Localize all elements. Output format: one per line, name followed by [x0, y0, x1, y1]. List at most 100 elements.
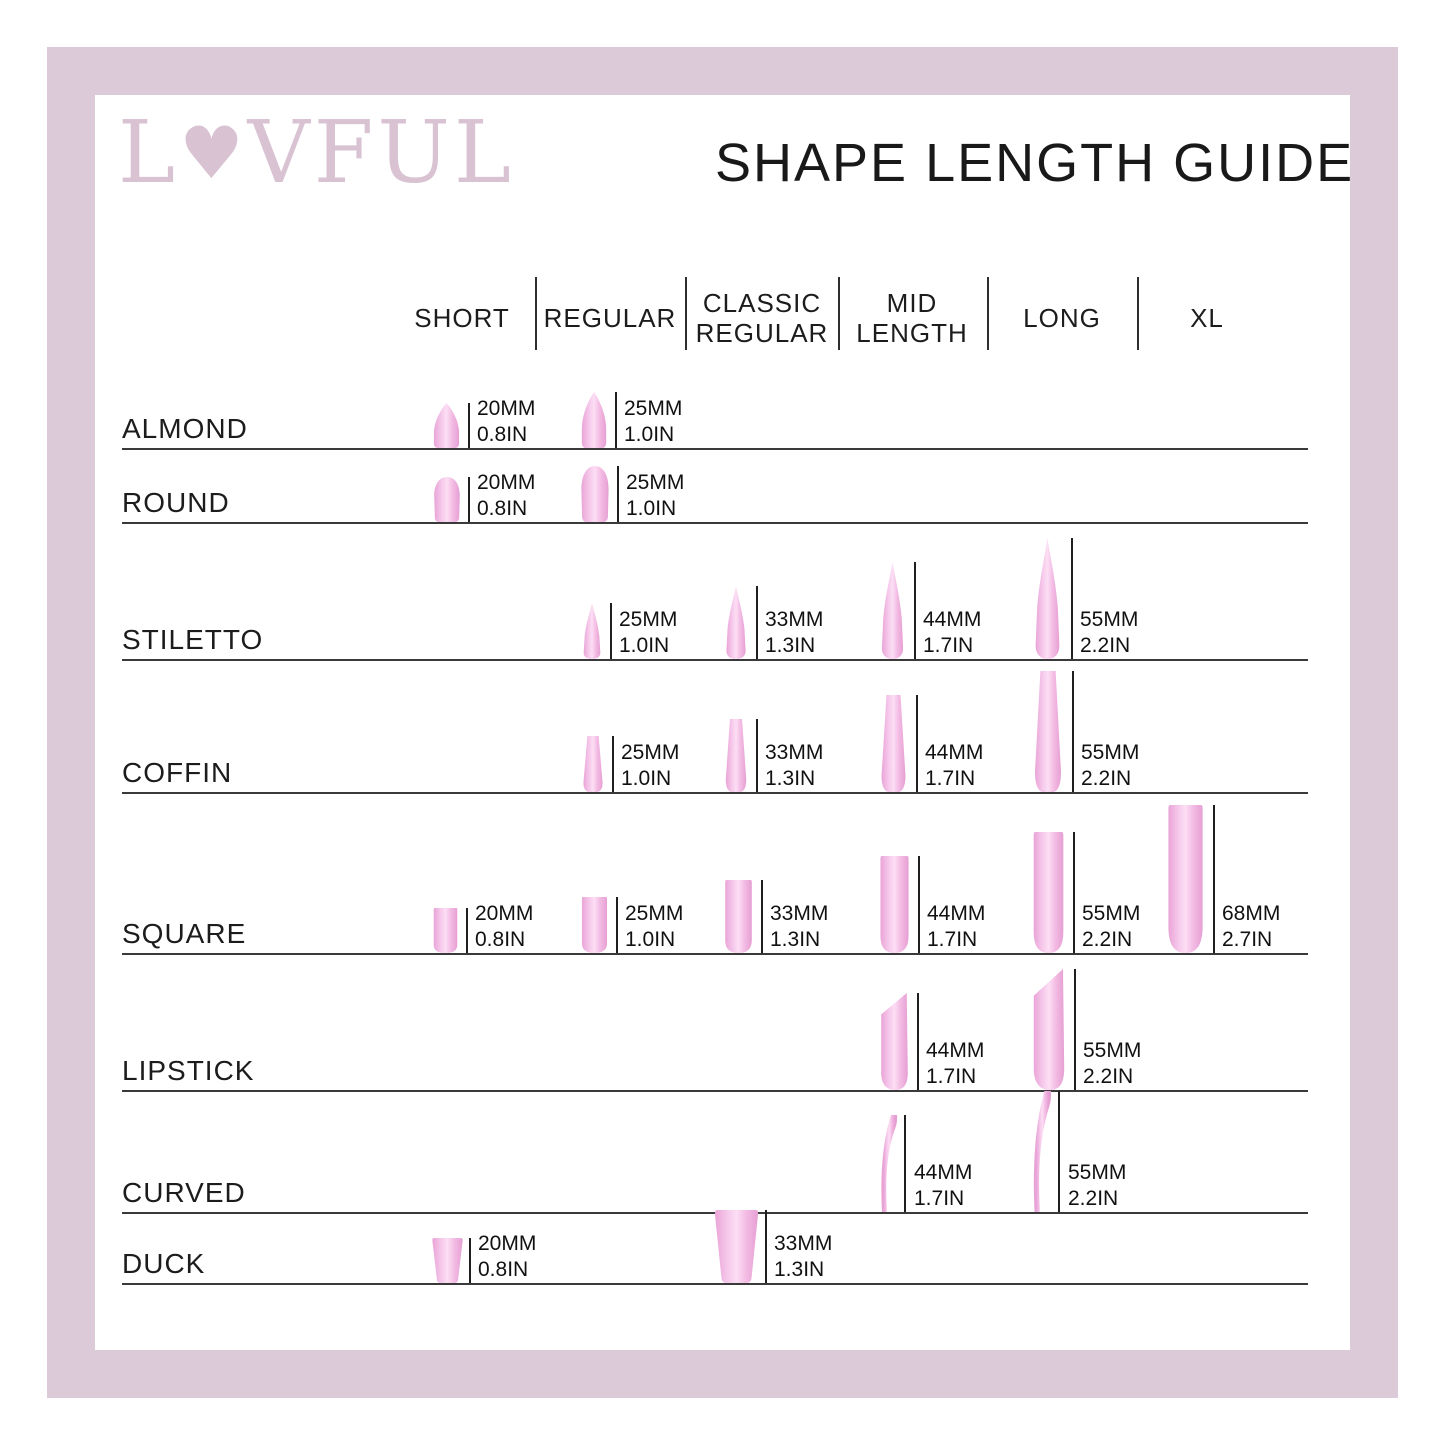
column-header-short: SHORT	[414, 303, 510, 333]
heart-icon: ♥	[179, 111, 248, 195]
row-underline	[122, 1283, 1308, 1285]
measure-line	[1072, 671, 1074, 792]
coffin-nail	[1029, 671, 1067, 792]
measurement: 33MM 1.3IN	[774, 1232, 833, 1281]
round-nail	[431, 477, 463, 522]
measurement: 55MM 2.2IN	[1080, 608, 1139, 657]
cell-square-regular: 25MM 1.0IN	[578, 897, 758, 953]
cell-coffin-regular: 25MM 1.0IN	[579, 736, 759, 792]
measure-line	[612, 736, 614, 792]
measurement: 25MM 1.0IN	[625, 902, 684, 951]
cell-stiletto-classic-regular: 33MM 1.3IN	[721, 586, 901, 659]
row-underline	[122, 953, 1308, 955]
row-underline	[122, 792, 1308, 794]
cell-duck-classic-regular: 33MM 1.3IN	[713, 1210, 893, 1283]
measurement: 33MM 1.3IN	[770, 902, 829, 951]
round-nail	[578, 466, 612, 522]
page-title: SHAPE LENGTH GUIDE	[715, 133, 1355, 193]
cell-stiletto-regular: 25MM 1.0IN	[579, 603, 759, 659]
column-header-xl: XL	[1190, 303, 1224, 333]
row-label-curved: CURVED	[122, 1177, 246, 1208]
measurement: 33MM 1.3IN	[765, 608, 824, 657]
column-header-mid-length: MID LENGTH	[856, 288, 968, 348]
row-label-round: ROUND	[122, 487, 230, 518]
measurement: 33MM 1.3IN	[765, 741, 824, 790]
measurement: 25MM 1.0IN	[619, 608, 678, 657]
almond-nail	[430, 403, 463, 448]
measure-line	[765, 1210, 767, 1283]
measure-line	[1071, 538, 1073, 659]
row-label-duck: DUCK	[122, 1248, 206, 1279]
cell-curved-long: 55MM 2.2IN	[1028, 1091, 1208, 1212]
curved-nail	[876, 1115, 898, 1212]
stiletto-nail	[1029, 538, 1066, 659]
measure-line	[1213, 805, 1215, 953]
measure-line	[616, 897, 618, 953]
measure-line	[917, 993, 919, 1090]
measurement: 68MM 2.7IN	[1222, 902, 1281, 951]
content-panel	[95, 95, 1350, 1350]
curved-nail	[1028, 1091, 1052, 1212]
row-label-stiletto: STILETTO	[122, 624, 264, 655]
measure-line	[756, 586, 758, 659]
column-header-long: LONG	[1023, 303, 1101, 333]
cell-duck-short: 20MM 0.8IN	[431, 1232, 611, 1283]
measure-line	[761, 880, 763, 953]
column-header-classic-regular: CLASSIC REGULAR	[695, 288, 829, 348]
square-nail	[578, 897, 611, 953]
row-underline	[122, 659, 1308, 661]
cell-coffin-long: 55MM 2.2IN	[1029, 671, 1209, 792]
measure-line	[916, 695, 918, 792]
measure-line	[468, 477, 470, 522]
measurement: 44MM 1.7IN	[926, 1039, 985, 1088]
measurement: 20MM 0.8IN	[475, 902, 534, 951]
measurement: 44MM 1.7IN	[927, 902, 986, 951]
cell-curved-mid-length: 44MM 1.7IN	[876, 1115, 1056, 1212]
coffin-nail	[876, 695, 911, 792]
coffin-nail	[579, 736, 607, 792]
row-underline	[122, 448, 1308, 450]
square-nail	[1029, 832, 1068, 953]
measurement: 44MM 1.7IN	[925, 741, 984, 790]
header-divider	[838, 277, 840, 350]
measurement: 25MM 1.0IN	[621, 741, 680, 790]
measure-line	[617, 466, 619, 522]
measurement: 55MM 2.2IN	[1081, 741, 1140, 790]
logo-letter-l: L	[118, 103, 180, 203]
measure-line	[469, 1238, 471, 1283]
header-divider	[987, 277, 989, 350]
square-nail	[430, 908, 461, 953]
measurement: 55MM 2.2IN	[1083, 1039, 1142, 1088]
almond-nail	[578, 392, 610, 448]
measurement: 44MM 1.7IN	[914, 1161, 973, 1210]
cell-square-long: 55MM 2.2IN	[1029, 832, 1209, 953]
cell-coffin-mid-length: 44MM 1.7IN	[876, 695, 1056, 792]
cell-almond-regular: 25MM 1.0IN	[578, 392, 758, 448]
measure-line	[468, 403, 470, 448]
row-underline	[122, 522, 1308, 524]
logo-letters-vful: VFUL	[247, 103, 516, 203]
measure-line	[1073, 832, 1075, 953]
measurement: 55MM 2.2IN	[1082, 902, 1141, 951]
square-nail	[1163, 805, 1208, 953]
square-nail	[721, 880, 756, 953]
square-nail	[876, 856, 913, 953]
cell-square-short: 20MM 0.8IN	[430, 902, 610, 953]
measure-line	[610, 603, 612, 659]
stiletto-nail	[876, 562, 909, 659]
measure-line	[1074, 969, 1076, 1090]
cell-square-mid-length: 44MM 1.7IN	[876, 856, 1056, 953]
measure-line	[615, 392, 617, 448]
measure-line	[914, 562, 916, 659]
measure-line	[756, 719, 758, 792]
cell-lipstick-mid-length: 44MM 1.7IN	[877, 993, 1057, 1090]
lipstick-nail	[877, 993, 912, 1090]
header-divider	[685, 277, 687, 350]
measure-line	[918, 856, 920, 953]
cell-stiletto-mid-length: 44MM 1.7IN	[876, 562, 1056, 659]
duck-nail	[431, 1238, 464, 1283]
measurement: 20MM 0.8IN	[477, 471, 536, 520]
duck-nail	[713, 1210, 760, 1283]
cell-lipstick-long: 55MM 2.2IN	[1029, 969, 1209, 1090]
